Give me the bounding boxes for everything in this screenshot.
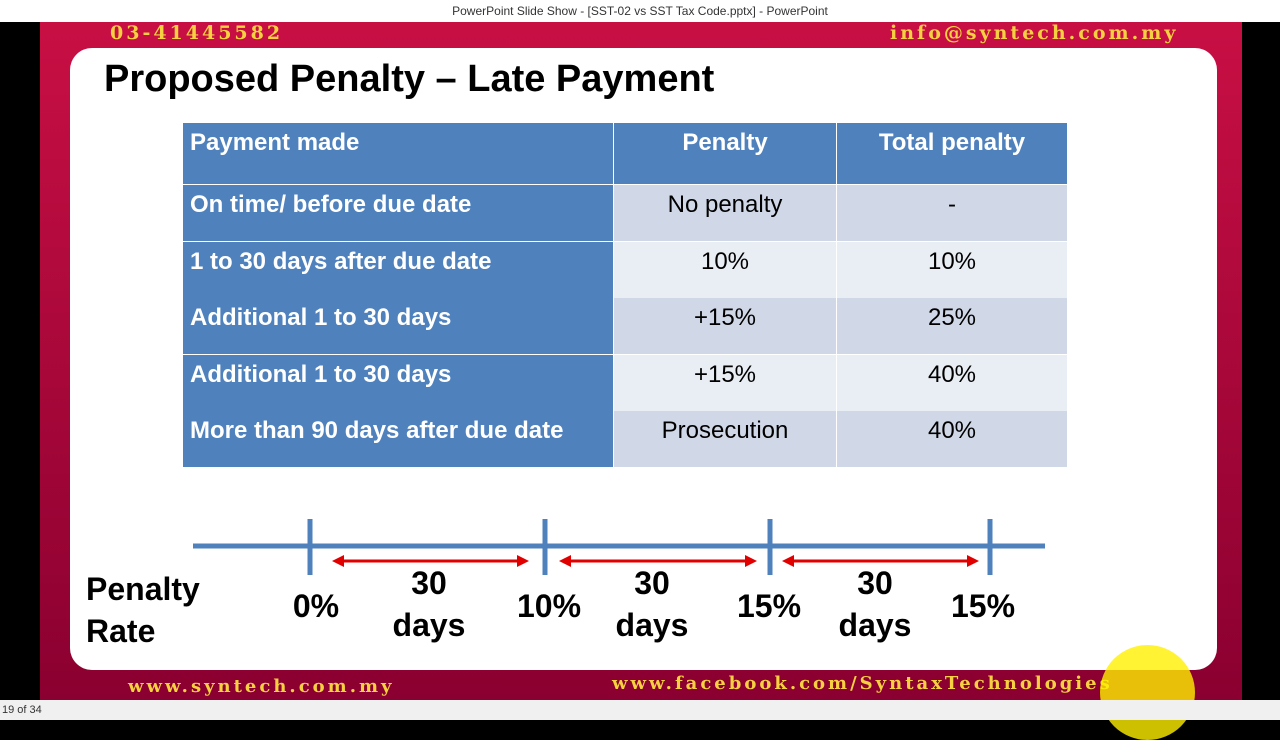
table-cell: 1 to 30 days after due date [183, 241, 614, 299]
header-cell: Payment made [183, 123, 614, 185]
website: www.syntech.com.my [128, 676, 395, 697]
table-cell: 10% [837, 241, 1068, 299]
interval-label: 30 days [615, 565, 689, 643]
table-cell: Additional 1 to 30 days [183, 354, 614, 412]
rate-label: 15% [736, 588, 802, 624]
timeline [193, 519, 1045, 575]
table-cell: +15% [614, 298, 837, 356]
interval-label: 30 days [392, 565, 466, 643]
table-cell: 10% [614, 241, 837, 299]
table-cell: +15% [614, 354, 837, 412]
table-cell: On time/ before due date [183, 185, 614, 242]
facebook: www.facebook.com/SyntaxTechnologies [612, 673, 1113, 694]
slide-title: Proposed Penalty – Late Payment [104, 58, 715, 100]
table-cell: 40% [837, 354, 1068, 412]
phone: 03-41445582 [110, 22, 284, 44]
interval-label: 30 days [838, 565, 912, 643]
window-title: PowerPoint Slide Show - [SST-02 vs SST T… [0, 0, 1280, 22]
table-cell: More than 90 days after due date [183, 411, 614, 469]
table-cell: Prosecution [614, 411, 837, 469]
table-cell: - [837, 185, 1068, 242]
timeline-label: Penalty Rate [86, 571, 200, 649]
email: info@syntech.com.my [890, 22, 1179, 44]
rate-label: 0% [292, 588, 340, 624]
header-cell: Penalty [614, 123, 837, 185]
header-cell: Total penalty [837, 123, 1068, 185]
table-cell: 25% [837, 298, 1068, 356]
cursor-highlight [1100, 645, 1195, 740]
rate-label: 15% [950, 588, 1016, 624]
slide-count: 19 of 34 [2, 704, 42, 716]
table-cell: 40% [837, 411, 1068, 469]
table-cell: No penalty [614, 185, 837, 242]
status-bar: 19 of 34 [0, 700, 1280, 720]
table-cell: Additional 1 to 30 days [183, 298, 614, 356]
timeline-ticks [307, 519, 993, 575]
rate-label: 10% [516, 588, 582, 624]
